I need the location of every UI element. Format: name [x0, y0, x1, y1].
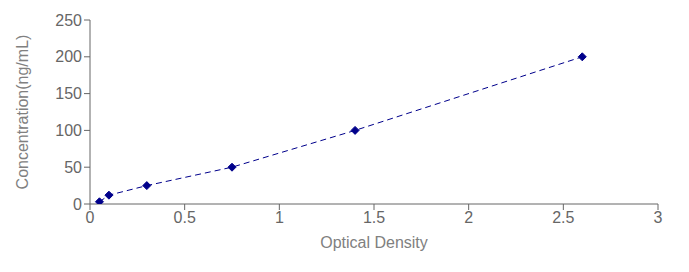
svg-text:0: 0 — [86, 209, 95, 226]
svg-text:100: 100 — [55, 122, 82, 139]
svg-text:250: 250 — [55, 12, 82, 29]
svg-text:150: 150 — [55, 85, 82, 102]
svg-text:2.5: 2.5 — [552, 209, 574, 226]
svg-text:50: 50 — [64, 159, 82, 176]
svg-text:0: 0 — [73, 196, 82, 213]
svg-text:1.5: 1.5 — [363, 209, 385, 226]
svg-text:3: 3 — [654, 209, 663, 226]
svg-text:0.5: 0.5 — [174, 209, 196, 226]
svg-text:200: 200 — [55, 48, 82, 65]
svg-text:2: 2 — [464, 209, 473, 226]
svg-text:Concentration(ng/mL): Concentration(ng/mL) — [14, 35, 31, 190]
svg-text:Optical Density: Optical Density — [320, 234, 428, 251]
svg-text:1: 1 — [275, 209, 284, 226]
